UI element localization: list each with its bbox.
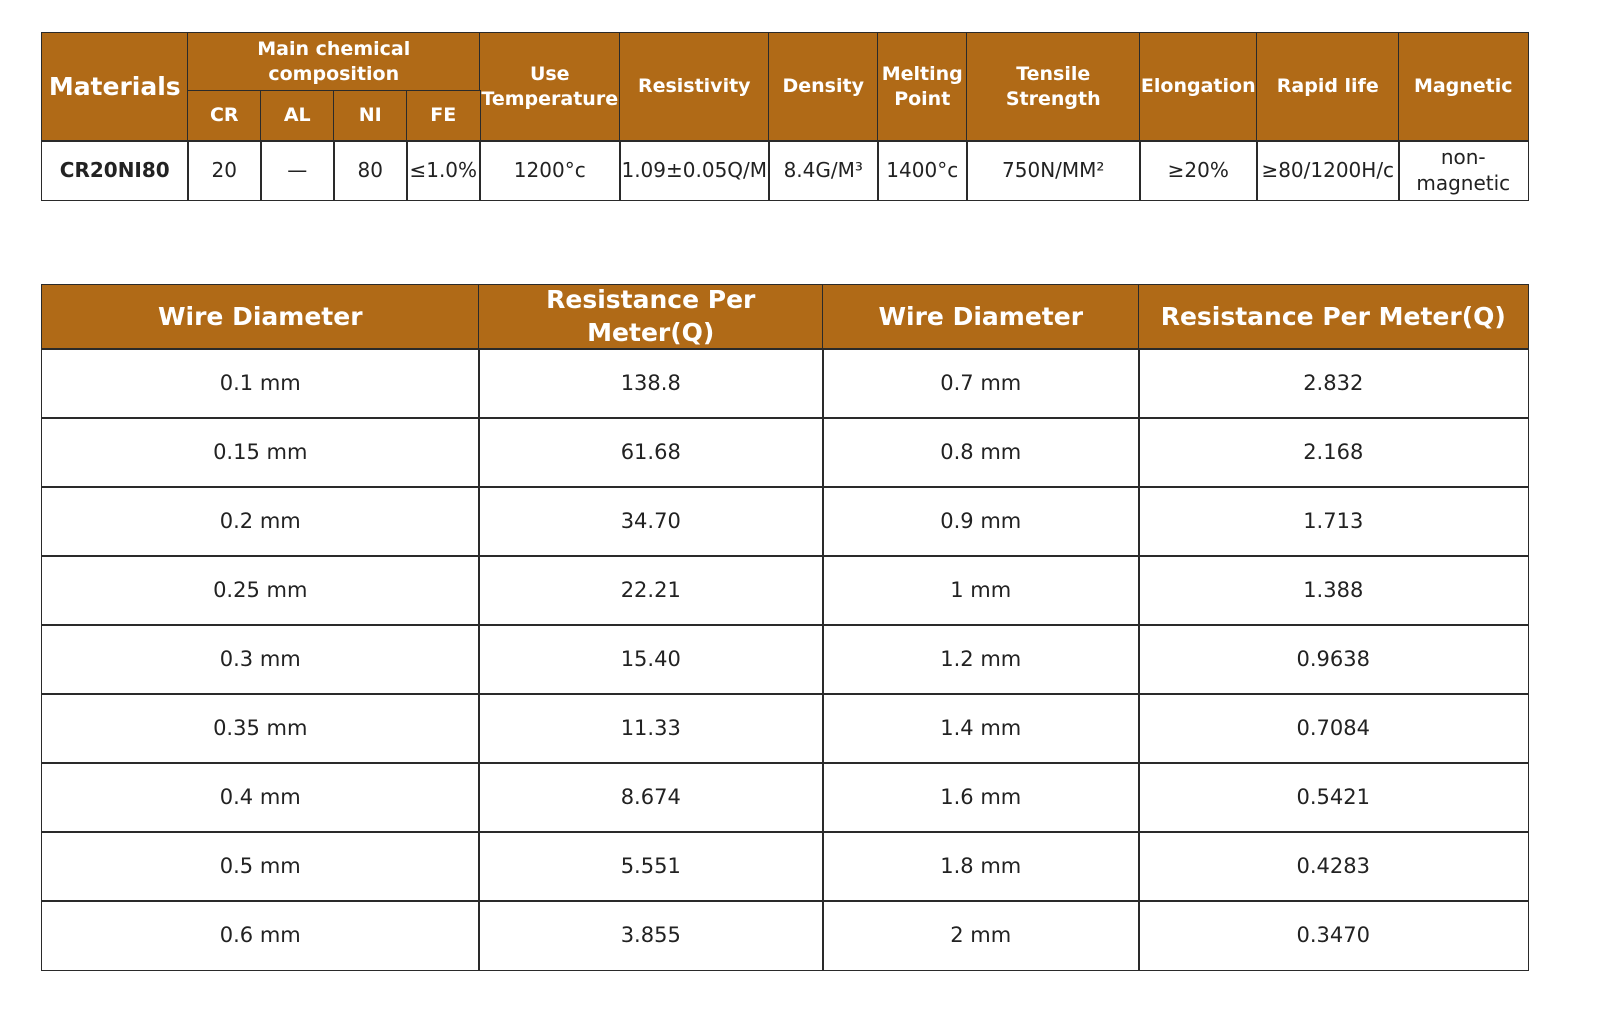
table-cell: 1.09±0.05Q/M xyxy=(619,140,770,201)
header-cell: Rapid life xyxy=(1256,32,1400,142)
table-cell: ≥80/1200H/c xyxy=(1256,140,1400,201)
header-cell: Density xyxy=(768,32,879,142)
table-cell: 1.8 mm xyxy=(822,831,1140,902)
table-cell: 1.713 xyxy=(1138,486,1529,557)
table-cell: 138.8 xyxy=(478,348,824,419)
table-cell: 61.68 xyxy=(478,417,824,488)
header-cell: Materials xyxy=(41,32,189,142)
table-cell: 1.4 mm xyxy=(822,693,1140,764)
table-cell: 1.6 mm xyxy=(822,762,1140,833)
header-cell: Resistivity xyxy=(619,32,770,142)
header-cell: Main chemical composition xyxy=(187,32,481,92)
table-cell: 1 mm xyxy=(822,555,1140,626)
table-cell: 2 mm xyxy=(822,900,1140,971)
table-cell: — xyxy=(260,140,335,201)
header-cell: Melting Point xyxy=(877,32,968,142)
table-cell: 0.3 mm xyxy=(41,624,480,695)
table-cell: 5.551 xyxy=(478,831,824,902)
header-cell: Magnetic xyxy=(1398,32,1529,142)
table-cell: 1400°c xyxy=(877,140,968,201)
header-cell: Wire Diameter xyxy=(822,284,1140,350)
table-cell: 1.388 xyxy=(1138,555,1529,626)
table-cell: 22.21 xyxy=(478,555,824,626)
table-cell: 0.25 mm xyxy=(41,555,480,626)
header-cell: Resistance Per Meter(Q) xyxy=(478,284,824,350)
table-cell: 3.855 xyxy=(478,900,824,971)
table-cell: 0.4283 xyxy=(1138,831,1529,902)
table-cell: CR20NI80 xyxy=(41,140,189,201)
table-cell: 0.1 mm xyxy=(41,348,480,419)
table-cell: 8.674 xyxy=(478,762,824,833)
table-cell: 11.33 xyxy=(478,693,824,764)
header-cell: NI xyxy=(333,90,408,142)
header-cell: CR xyxy=(187,90,262,142)
table-cell: 0.7 mm xyxy=(822,348,1140,419)
table-cell: non-magnetic xyxy=(1398,140,1529,201)
table-cell: 80 xyxy=(333,140,408,201)
table-cell: 8.4G/M³ xyxy=(768,140,879,201)
table-cell: 0.7084 xyxy=(1138,693,1529,764)
table-cell: ≤1.0% xyxy=(406,140,481,201)
header-cell: Use Temperature xyxy=(479,32,621,142)
table-cell: 1200°c xyxy=(479,140,621,201)
header-cell: AL xyxy=(260,90,335,142)
table-cell: 0.5421 xyxy=(1138,762,1529,833)
table-cell: 0.5 mm xyxy=(41,831,480,902)
table-cell: 2.832 xyxy=(1138,348,1529,419)
header-cell: Tensile Strength xyxy=(966,32,1141,142)
table-cell: ≥20% xyxy=(1139,140,1258,201)
table-cell: 0.2 mm xyxy=(41,486,480,557)
header-cell: FE xyxy=(406,90,481,142)
header-cell: Elongation xyxy=(1139,32,1258,142)
table-cell: 34.70 xyxy=(478,486,824,557)
table-cell: 15.40 xyxy=(478,624,824,695)
table-cell: 0.9638 xyxy=(1138,624,1529,695)
table-cell: 0.9 mm xyxy=(822,486,1140,557)
table-cell: 750N/MM² xyxy=(966,140,1141,201)
table-cell: 0.4 mm xyxy=(41,762,480,833)
table-cell: 0.15 mm xyxy=(41,417,480,488)
table-cell: 2.168 xyxy=(1138,417,1529,488)
table-cell: 0.3470 xyxy=(1138,900,1529,971)
table-cell: 0.35 mm xyxy=(41,693,480,764)
table-cell: 1.2 mm xyxy=(822,624,1140,695)
header-cell: Wire Diameter xyxy=(41,284,480,350)
table-cell: 0.6 mm xyxy=(41,900,480,971)
table-cell: 0.8 mm xyxy=(822,417,1140,488)
header-cell: Resistance Per Meter(Q) xyxy=(1138,284,1529,350)
table-cell: 20 xyxy=(187,140,262,201)
